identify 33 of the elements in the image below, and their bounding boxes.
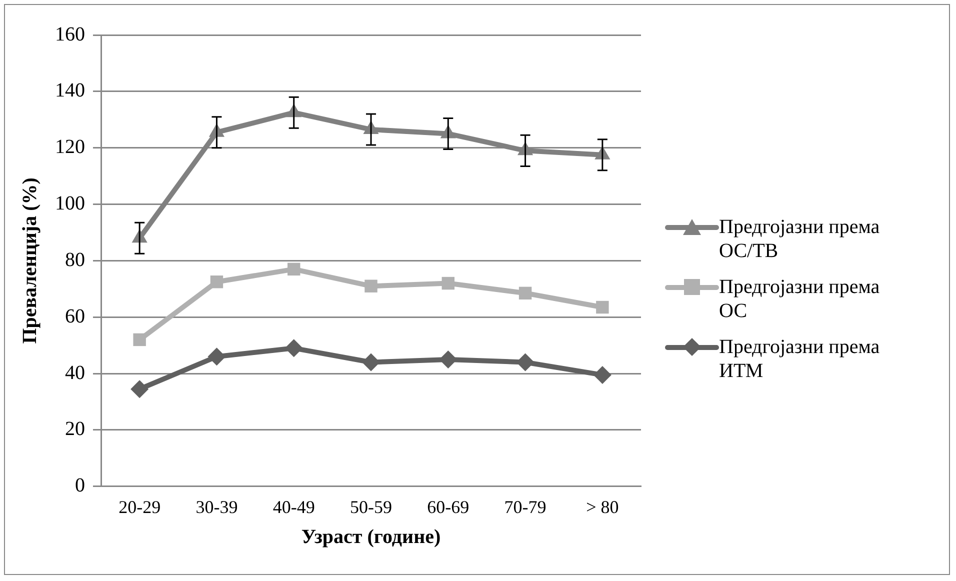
point [284,339,303,358]
y-tick-label: 60 [65,305,85,328]
y-tick-label: 80 [65,248,85,271]
point [596,300,609,314]
point [364,280,378,292]
y-tick-label: 100 [55,192,85,215]
point [518,286,532,300]
y-tick-label: 160 [55,23,85,46]
legend-label: Предгојазни према ОС/ТВ [719,215,881,263]
y-axis-title: Преваленција (%) [19,178,42,344]
x-tick-label: 70-79 [504,496,546,517]
y-tick-label: 0 [75,474,85,497]
point [593,366,612,384]
legend-label: Предгојазни према ИТМ [719,335,881,383]
point [130,380,149,398]
legend-label: Предгојазни према ОС [719,275,881,323]
point [133,333,146,346]
y-tick-label: 120 [55,136,85,158]
x-tick-label: > 80 [586,496,619,517]
y-tick-label: 20 [65,418,85,440]
point [210,275,224,288]
x-tick-label: 60-69 [427,496,470,517]
point [442,276,455,290]
point [208,348,226,366]
x-tick-label: 50-59 [350,496,392,517]
x-tick-label: 30-39 [196,496,238,517]
y-tick-label: 40 [65,362,85,384]
x-axis-title: Узраст (године) [301,526,441,548]
point [362,353,380,372]
x-tick-label: 20-29 [118,496,161,517]
x-tick-label: 40-49 [272,496,315,517]
point [287,262,300,276]
y-tick-label: 140 [55,80,85,102]
